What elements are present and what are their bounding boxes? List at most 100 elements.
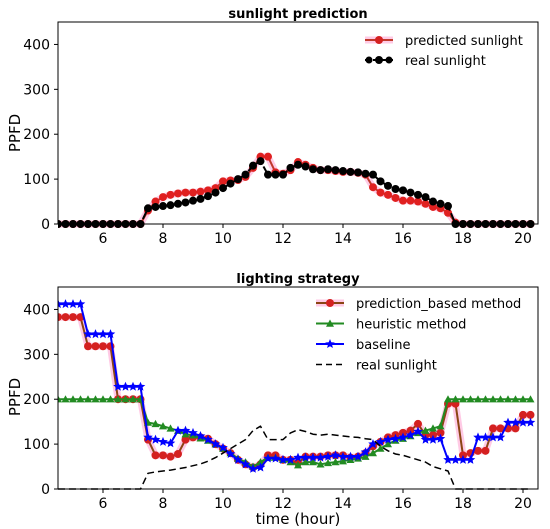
data-point [128, 381, 138, 391]
data-point [165, 438, 176, 448]
data-point [421, 199, 430, 208]
data-point [84, 395, 92, 403]
data-point [105, 329, 116, 339]
data-point [406, 196, 415, 205]
y-tick-label: 200 [23, 127, 50, 143]
x-axis-label: time (hour) [256, 510, 341, 528]
data-point [383, 434, 393, 444]
legend-label: real sunlight [405, 54, 486, 69]
data-point [181, 435, 190, 444]
series-baseline [58, 299, 536, 473]
data-point [256, 458, 265, 466]
legend-label: prediction_based method [356, 297, 521, 312]
data-point [399, 186, 407, 195]
x-tick-label: 8 [159, 496, 168, 512]
data-point [301, 458, 310, 466]
data-point [106, 395, 115, 403]
data-point [481, 395, 490, 403]
data-point [324, 165, 332, 174]
data-point [91, 395, 100, 403]
data-point [135, 381, 146, 391]
data-point [233, 454, 243, 464]
data-point [406, 188, 415, 197]
data-point [151, 419, 160, 428]
data-point [376, 188, 385, 197]
data-point [474, 446, 482, 455]
data-point [204, 192, 212, 201]
data-point [76, 395, 85, 403]
data-point [353, 451, 363, 461]
data-point [346, 167, 355, 176]
data-point [495, 432, 506, 442]
data-point [330, 450, 341, 460]
data-point [369, 449, 377, 457]
data-point [519, 395, 527, 403]
data-point [421, 426, 430, 434]
data-point [159, 422, 167, 430]
data-point [166, 201, 175, 210]
series-line [58, 398, 531, 468]
data-point [294, 461, 302, 469]
data-point [249, 161, 257, 170]
data-point [458, 454, 468, 464]
series-prediction-based-method [58, 313, 535, 472]
x-tick-label: 14 [334, 496, 352, 512]
data-point [219, 184, 227, 193]
data-point [429, 197, 437, 206]
data-point [399, 196, 407, 205]
data-point [264, 152, 272, 161]
x-tick-label: 6 [99, 231, 108, 247]
data-point [309, 165, 317, 174]
data-point [361, 452, 370, 460]
legend-item: predicted sunlight [365, 34, 523, 49]
data-point [143, 432, 153, 442]
data-point [391, 184, 400, 193]
data-point [189, 188, 197, 197]
data-point [203, 434, 213, 444]
x-tick-label: 12 [274, 231, 292, 247]
data-point [294, 160, 302, 169]
data-point [91, 342, 100, 351]
data-point [451, 395, 460, 403]
data-point [338, 451, 348, 461]
x-tick-label: 18 [454, 231, 472, 247]
chart-title: sunlight prediction [228, 7, 367, 22]
y-tick-label: 100 [23, 437, 50, 453]
data-point [354, 168, 362, 177]
x-tick-label: 16 [394, 231, 412, 247]
data-point [196, 187, 205, 196]
y-tick-label: 300 [23, 347, 50, 363]
data-point [450, 454, 461, 464]
y-axis-label: PPFD [6, 114, 24, 152]
data-point [465, 454, 476, 464]
data-point [189, 196, 197, 205]
data-point [114, 395, 122, 403]
data-point [444, 202, 452, 211]
series-halo [58, 313, 531, 471]
data-point [375, 36, 383, 44]
data-point [504, 395, 512, 403]
data-point [151, 451, 160, 460]
data-point [339, 167, 347, 176]
data-point [256, 157, 265, 166]
data-point [180, 425, 191, 435]
data-point [368, 439, 378, 449]
data-point [326, 299, 334, 307]
data-point [519, 410, 527, 419]
x-tick-label: 20 [514, 496, 532, 512]
data-point [316, 166, 325, 175]
data-point [188, 427, 198, 437]
x-tick-label: 6 [99, 496, 108, 512]
data-point [360, 447, 371, 457]
data-point [301, 162, 310, 171]
data-point [279, 170, 287, 179]
x-tick-label: 10 [214, 496, 232, 512]
data-point [421, 193, 430, 202]
data-point [466, 395, 475, 403]
data-point [255, 462, 266, 472]
plot-frame [57, 286, 539, 490]
data-point [234, 175, 242, 184]
data-point [489, 424, 497, 433]
data-point [120, 381, 131, 391]
